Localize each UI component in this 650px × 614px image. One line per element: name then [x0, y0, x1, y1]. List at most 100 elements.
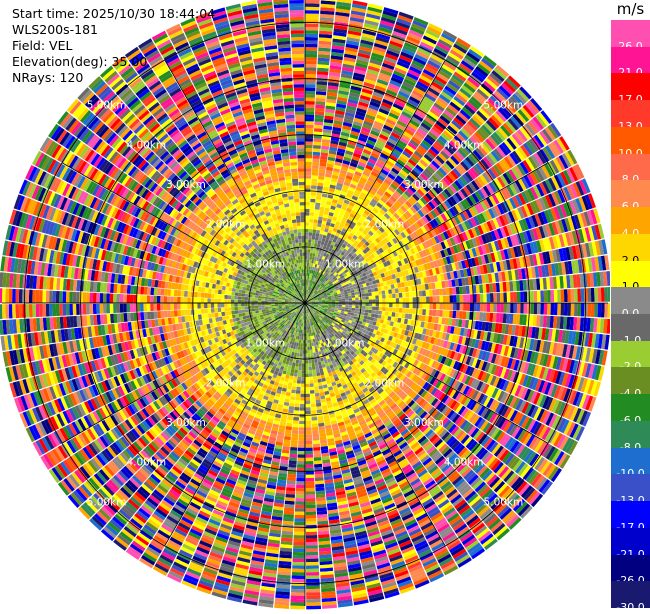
velocity-bin — [311, 185, 317, 189]
velocity-bin — [309, 226, 313, 230]
velocity-bin — [463, 295, 467, 303]
velocity-bin — [305, 229, 309, 232]
velocity-bin — [305, 125, 314, 129]
velocity-bin — [310, 209, 315, 213]
velocity-bin — [493, 303, 497, 312]
velocity-bin — [305, 209, 310, 212]
velocity-bin — [524, 291, 528, 302]
velocity-bin — [359, 297, 363, 300]
velocity-bin — [446, 303, 450, 310]
velocity-bin — [601, 303, 605, 317]
velocity-bin — [305, 64, 317, 68]
velocity-bin — [348, 296, 352, 299]
velocity-bin — [379, 307, 383, 311]
velocity-bin — [345, 298, 349, 300]
velocity-bin — [378, 311, 382, 315]
velocity-bin — [305, 98, 315, 102]
velocity-bin — [591, 288, 595, 302]
velocity-bin — [594, 303, 598, 317]
velocity-bin — [604, 287, 608, 302]
velocity-bin — [305, 3, 319, 7]
velocity-bin — [403, 303, 406, 308]
velocity-bin — [374, 288, 378, 292]
velocity-bin — [587, 303, 591, 317]
velocity-bin — [382, 295, 386, 299]
velocity-bin — [412, 291, 416, 297]
velocity-bin — [362, 306, 366, 309]
velocity-bin — [456, 295, 460, 303]
velocity-bin — [305, 212, 309, 215]
velocity-bin — [490, 303, 494, 312]
velocity-bin — [309, 266, 311, 270]
velocity-bin — [443, 296, 447, 303]
velocity-bin — [388, 289, 392, 294]
velocity-bin — [426, 296, 430, 302]
velocity-bin — [305, 57, 317, 61]
velocity-bin — [382, 307, 386, 311]
velocity-bin — [305, 13, 319, 17]
velocity-bin — [314, 213, 319, 217]
velocity-bin — [311, 239, 314, 243]
velocity-bin — [594, 288, 598, 302]
velocity-bin — [477, 303, 481, 311]
velocity-bin — [365, 309, 369, 312]
velocity-bin — [335, 299, 338, 301]
velocity-bin — [375, 291, 379, 295]
velocity-bin — [453, 295, 457, 302]
velocity-bin — [375, 310, 379, 314]
velocity-bin — [305, 61, 317, 65]
velocity-bin — [503, 303, 507, 313]
velocity-bin — [442, 288, 446, 295]
velocity-bin — [310, 212, 315, 216]
velocity-bin — [446, 288, 450, 295]
velocity-bin — [422, 309, 426, 315]
velocity-bin — [395, 308, 399, 313]
velocity-bin — [316, 196, 322, 200]
velocity-bin — [365, 293, 369, 296]
velocity-bin — [316, 193, 322, 197]
velocity-bin — [398, 313, 402, 318]
velocity-bin — [310, 253, 313, 257]
velocity-bin — [392, 294, 396, 299]
velocity-bin — [460, 303, 464, 311]
velocity-bin — [567, 303, 571, 316]
velocity-bin — [309, 222, 313, 226]
velocity-bin — [405, 314, 409, 319]
velocity-bin — [371, 288, 375, 292]
velocity-bin — [328, 304, 331, 305]
velocity-bin — [574, 303, 578, 316]
velocity-bin — [389, 294, 393, 298]
velocity-bin — [332, 304, 335, 306]
velocity-bin — [310, 199, 315, 203]
velocity-bin — [339, 305, 342, 307]
velocity-bin — [305, 168, 312, 172]
velocity-bin — [408, 286, 412, 292]
velocity-bin — [591, 303, 595, 317]
velocity-bin — [349, 305, 353, 307]
velocity-bin — [376, 299, 379, 303]
velocity-bin — [376, 303, 379, 307]
velocity-bin — [524, 303, 528, 314]
velocity-bin — [312, 172, 319, 176]
velocity-bin — [316, 230, 320, 234]
velocity-bin — [308, 242, 311, 246]
velocity-bin — [392, 308, 396, 313]
velocity-bin — [476, 312, 480, 321]
velocity-bin — [389, 298, 392, 302]
velocity-bin — [466, 303, 470, 311]
velocity-bin — [446, 310, 450, 317]
velocity-bin — [305, 114, 314, 118]
velocity-bin — [351, 310, 355, 313]
velocity-bin — [426, 290, 430, 296]
velocity-bin — [372, 307, 376, 311]
velocity-bin — [378, 291, 382, 295]
velocity-bin — [317, 244, 321, 248]
velocity-bin — [362, 309, 366, 312]
velocity-bin — [305, 239, 308, 242]
velocity-bin — [406, 303, 409, 308]
velocity-bin — [388, 312, 392, 317]
velocity-bin — [527, 303, 531, 314]
velocity-bin — [312, 175, 318, 179]
velocity-bin — [305, 94, 315, 98]
velocity-bin — [345, 301, 348, 303]
